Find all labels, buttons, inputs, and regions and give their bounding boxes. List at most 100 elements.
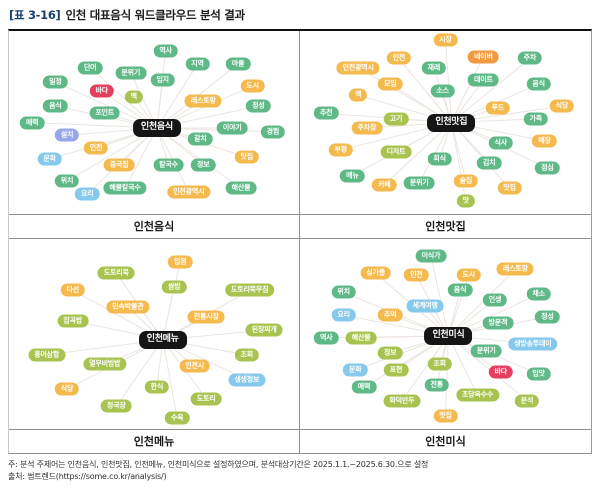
word-pill: 지역 — [185, 57, 210, 71]
word-pill: 전통 — [424, 378, 450, 392]
word-pill: 주차장 — [351, 121, 383, 135]
word-pill: 네이버 — [467, 50, 499, 64]
word-pill: 추억 — [377, 308, 403, 322]
word-pill: 청국장 — [100, 399, 132, 413]
word-pill: 매력 — [351, 380, 377, 394]
word-pill: 분위기 — [470, 344, 502, 358]
footnotes: 주: 분석 주제어는 인천음식, 인천맛집, 인천메뉴, 인천미식으로 설정하였… — [8, 459, 592, 484]
word-pill: 민속박물관 — [106, 300, 150, 314]
word-pill: 음식 — [43, 99, 68, 113]
word-pill: 모임 — [377, 77, 403, 91]
word-pill: 입지 — [150, 73, 175, 87]
word-pill: 소스 — [430, 84, 455, 98]
word-pill: 마을 — [225, 57, 251, 71]
quadrant-caption: 인천맛집 — [300, 214, 591, 239]
word-pill: 한식 — [144, 380, 170, 394]
word-pill: 레스토랑 — [184, 94, 222, 108]
word-pill: 문화 — [343, 363, 368, 377]
word-pill: 입맛 — [526, 367, 551, 381]
word-pill: 정보 — [377, 346, 403, 360]
word-pill: 도토리묵무침 — [224, 283, 275, 297]
word-pill: 생방송투데이 — [508, 337, 558, 350]
word-pill: 표현 — [383, 363, 409, 377]
word-pill: 역사 — [313, 331, 339, 345]
word-pill: 인천시 — [179, 359, 210, 373]
word-pill: 매장 — [532, 134, 557, 148]
word-pill: 음식 — [447, 283, 473, 297]
quadrant-incheon-menu: 입점 도토리묵 다선 쌈밥 도토리묵무침 민속박물관 잡곡밥 전통시장 된장찌개 홍어삼합 열무비빔… — [9, 239, 300, 453]
quadrant-caption: 인천음식 — [9, 214, 299, 239]
word-pill: 정성 — [535, 310, 560, 324]
word-pill: 음식 — [526, 77, 551, 91]
word-pill: 생생정보 — [228, 373, 266, 387]
cloud-center-label: 인천음식 — [132, 118, 181, 137]
word-pill: 인천 — [404, 268, 429, 282]
word-pill: 요리 — [75, 187, 100, 201]
cloud-center-label: 인천메뉴 — [138, 330, 187, 349]
word-pill: 인천광역시 — [336, 61, 380, 75]
wordcloud-area-incheon-matjip: 시장 네이버 주차 인천광역시 인천 재래 데이트 음식 모임 소스 맥 푸드 식당 가족 추천 고기 주차장 식… — [300, 31, 591, 214]
word-pill: 술집 — [453, 174, 479, 188]
word-pill: 푸드 — [485, 101, 511, 115]
table-title-text: 인천 대표음식 워드클라우드 분석 결과 — [65, 8, 245, 22]
word-pill: 카페 — [372, 178, 397, 192]
word-pill: 레스토랑 — [496, 262, 534, 276]
word-pill: 도시 — [456, 268, 482, 282]
word-pill: 김치 — [476, 156, 502, 170]
word-pill: 채소 — [526, 287, 551, 301]
word-pill: 위치 — [54, 174, 80, 188]
word-pill: 세계여행 — [406, 299, 444, 312]
word-pill: 단어 — [77, 61, 103, 75]
wordcloud-area-incheon-menu: 입점 도토리묵 다선 쌈밥 도토리묵무침 민속박물관 잡곡밥 전통시장 된장찌개 홍어삼합 열무비빔… — [9, 239, 299, 429]
word-pill: 고기 — [383, 112, 409, 126]
word-pill: 식사 — [488, 136, 514, 150]
quadrant-caption: 인천미식 — [300, 429, 591, 453]
word-pill: 된장찌개 — [245, 323, 283, 337]
word-pill: 역사 — [153, 44, 178, 58]
cloud-center-label: 인천미식 — [424, 326, 473, 345]
word-pill: 다선 — [60, 283, 86, 297]
word-pill: 맥 — [124, 90, 143, 104]
word-pill: 분위기 — [403, 176, 435, 190]
word-pill: 요리 — [331, 308, 356, 322]
word-pill: 해산물 — [345, 331, 377, 345]
word-pill: 점심 — [535, 161, 560, 175]
word-pill: 해산물 — [225, 181, 257, 195]
word-pill: 메뉴 — [340, 169, 365, 183]
word-pill: 열무비빔밥 — [83, 357, 127, 371]
word-pill: 부평 — [328, 143, 353, 157]
word-pill: 정보 — [191, 158, 216, 172]
word-pill: 갈치 — [188, 132, 213, 146]
word-pill: 주차 — [517, 51, 543, 65]
word-pill: 분위기 — [115, 66, 147, 80]
quadrant-incheon-food: 역사 단어 분위기 지역 마을 일정 바다 입지 도시 음식 맥 레스토랑 정성 포인트 매력 이야기 경험 설치… — [9, 31, 300, 239]
word-pill: 인생 — [482, 293, 508, 307]
word-pill: 매력 — [19, 116, 45, 129]
word-pill: 중국집 — [103, 158, 135, 172]
word-pill: 맥 — [349, 88, 368, 102]
analysis-note: 주: 분석 주제어는 인천음식, 인천맛집, 인천메뉴, 인천미식으로 설정하였… — [8, 460, 429, 469]
table-title: [표 3-16] 인천 대표음식 워드클라우드 분석 결과 — [9, 7, 592, 23]
word-pill: 쌈밥 — [162, 280, 187, 293]
word-pill: 바다 — [488, 365, 514, 379]
word-pill: 해물칼국수 — [103, 181, 147, 195]
word-pill: 식당 — [549, 99, 575, 113]
word-pill: 입점 — [167, 255, 193, 269]
word-pill: 식당 — [54, 382, 80, 396]
quadrant-caption: 인천메뉴 — [9, 429, 299, 453]
quadrant-incheon-misik: 미식가 싱가폴 인천 도시 레스토랑 위치 음식 채소 세계여행 인생 요리 추억 정성 방문객 역사 해산물… — [300, 239, 591, 453]
word-pill: 도토리 — [190, 392, 222, 406]
word-pill: 포인트 — [89, 106, 121, 120]
word-pill: 맛집 — [433, 409, 458, 423]
word-pill: 조회 — [427, 357, 452, 371]
word-pill: 전통시장 — [187, 310, 225, 324]
word-pill: 재래 — [421, 61, 447, 75]
word-pill: 바다 — [89, 84, 115, 98]
word-pill: 미식가 — [415, 249, 447, 263]
word-pill: 칼국수 — [153, 158, 184, 172]
table-number: [표 3-16] — [9, 8, 61, 22]
word-pill: 수육 — [164, 411, 190, 425]
word-pill: 초당옥수수 — [455, 388, 500, 402]
word-pill: 위치 — [331, 285, 356, 299]
